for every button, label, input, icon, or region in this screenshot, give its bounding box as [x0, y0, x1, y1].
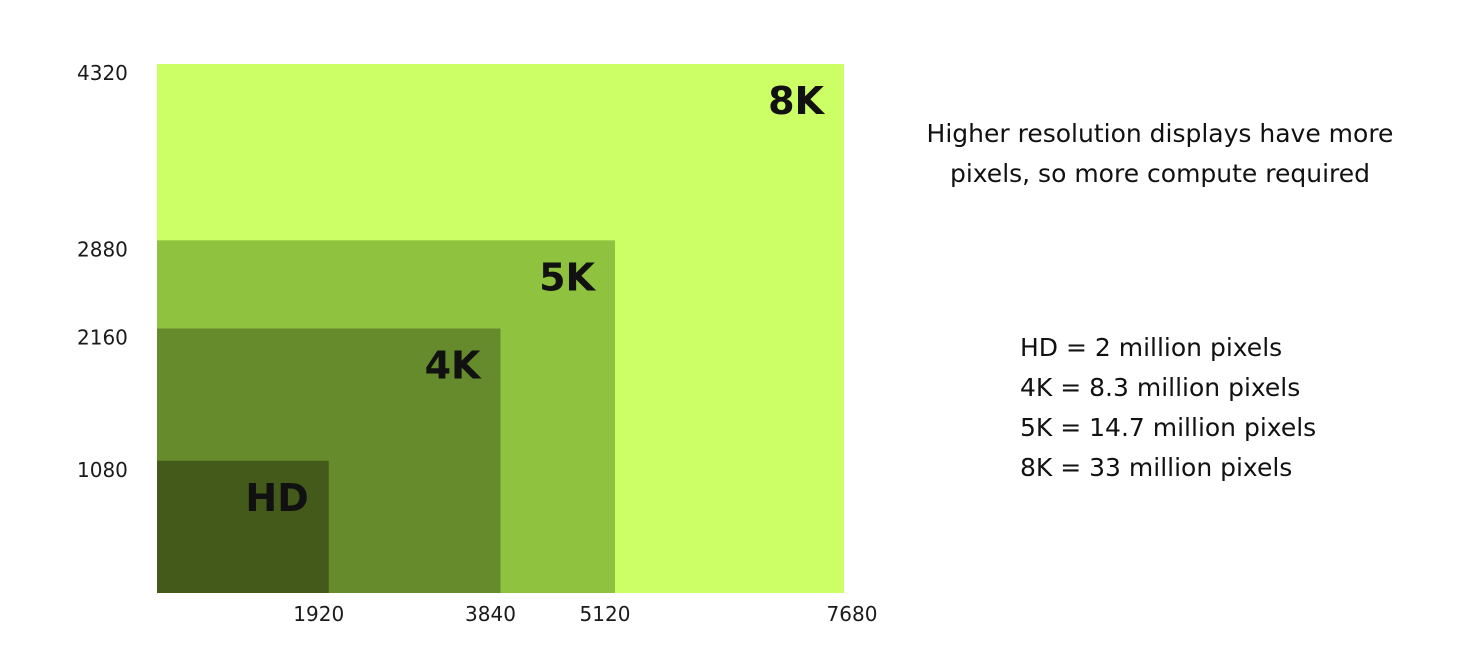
- y-axis-tick-labels: 4320 2880 2160 1080: [77, 61, 128, 482]
- caption-text: Higher resolution displays have more pix…: [880, 114, 1440, 194]
- label-4k: 4K: [425, 344, 482, 388]
- x-axis-tick-labels: 1920 3840 5120 7680: [293, 602, 877, 626]
- label-5k: 5K: [539, 255, 596, 299]
- pixel-count-4k: 4K = 8.3 million pixels: [1020, 373, 1301, 402]
- y-tick-4320: 4320: [77, 61, 128, 85]
- pixel-count-list: HD = 2 million pixels 4K = 8.3 million p…: [1020, 328, 1316, 488]
- y-tick-1080: 1080: [77, 458, 128, 482]
- caption-line-2: pixels, so more compute required: [949, 159, 1371, 188]
- resolution-labels: 8K 5K 4K HD: [245, 79, 825, 520]
- x-tick-1920: 1920: [293, 602, 344, 626]
- y-tick-2880: 2880: [77, 237, 128, 261]
- x-tick-7680: 7680: [827, 602, 878, 626]
- resolution-rectangles: [157, 64, 844, 594]
- x-tick-3840: 3840: [465, 602, 516, 626]
- caption-line-1: Higher resolution displays have more: [926, 119, 1394, 148]
- label-hd: HD: [245, 476, 308, 520]
- y-tick-2160: 2160: [77, 326, 128, 350]
- pixel-count-5k: 5K = 14.7 million pixels: [1020, 413, 1317, 442]
- x-tick-5120: 5120: [580, 602, 631, 626]
- label-8k: 8K: [768, 79, 825, 123]
- pixel-count-hd: HD = 2 million pixels: [1020, 333, 1283, 362]
- rect-hd: [157, 460, 329, 593]
- pixel-count-8k: 8K = 33 million pixels: [1020, 453, 1293, 482]
